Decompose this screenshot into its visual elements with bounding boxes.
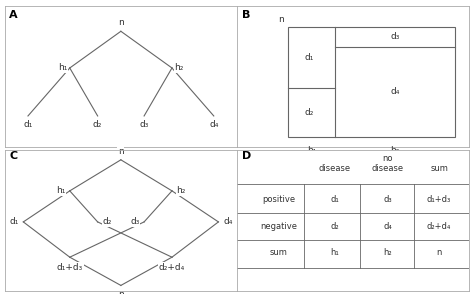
Text: d₃: d₃ <box>139 120 149 129</box>
Text: h₂: h₂ <box>174 64 183 73</box>
Text: no
disease: no disease <box>372 154 404 173</box>
Text: d₂+d₄: d₂+d₄ <box>427 222 451 231</box>
Text: d₃: d₃ <box>383 195 392 204</box>
Text: d₂: d₂ <box>102 217 111 226</box>
Text: h₂: h₂ <box>177 186 186 196</box>
Text: d₂+d₄: d₂+d₄ <box>159 263 185 272</box>
Text: d₄: d₄ <box>383 222 392 231</box>
Text: h₁: h₁ <box>330 248 339 258</box>
Text: d₂: d₂ <box>330 222 339 231</box>
Text: negative: negative <box>260 222 297 231</box>
Text: n: n <box>118 290 124 294</box>
Text: positive: positive <box>262 195 295 204</box>
Text: d₁+d₃: d₁+d₃ <box>427 195 451 204</box>
Text: n: n <box>278 15 283 24</box>
Text: d₁: d₁ <box>9 217 18 226</box>
Text: h₁: h₁ <box>56 186 65 196</box>
Text: d₂: d₂ <box>304 108 314 117</box>
Text: D: D <box>242 151 251 161</box>
Text: h₂: h₂ <box>391 146 400 155</box>
Text: d₂: d₂ <box>93 120 102 129</box>
Text: n: n <box>118 18 124 27</box>
Text: A: A <box>9 10 18 20</box>
Text: sum: sum <box>430 163 448 173</box>
Text: h₂: h₂ <box>383 248 392 258</box>
Text: n: n <box>118 147 124 156</box>
Text: n: n <box>437 248 442 258</box>
Text: h₁: h₁ <box>307 146 316 155</box>
Text: h₁: h₁ <box>58 64 67 73</box>
Text: d₄: d₄ <box>391 88 400 96</box>
Text: d₁: d₁ <box>304 53 314 62</box>
Text: d₃: d₃ <box>130 217 139 226</box>
Text: sum: sum <box>270 248 288 258</box>
Text: C: C <box>9 151 18 161</box>
Bar <box>288 27 456 137</box>
Text: d₄: d₄ <box>223 217 232 226</box>
Text: d₁: d₁ <box>330 195 339 204</box>
Text: disease: disease <box>319 163 351 173</box>
Text: d₁: d₁ <box>23 120 33 129</box>
Text: d₁+d₃: d₁+d₃ <box>57 263 83 272</box>
Text: d₄: d₄ <box>209 120 219 129</box>
Text: d₃: d₃ <box>391 32 400 41</box>
Text: B: B <box>242 10 250 20</box>
